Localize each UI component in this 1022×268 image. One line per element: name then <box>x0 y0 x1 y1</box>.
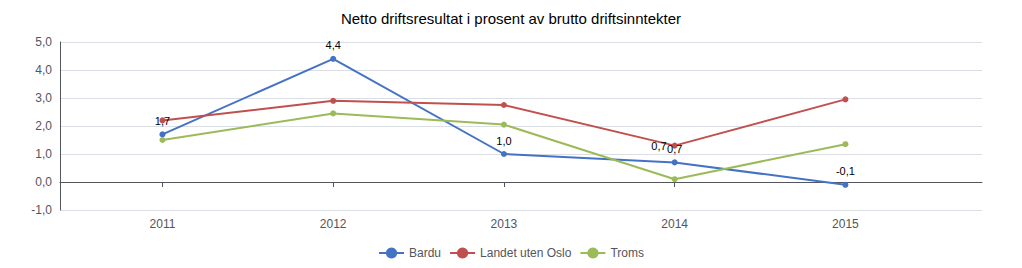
svg-text:2015: 2015 <box>832 217 859 231</box>
svg-text:0,0: 0,0 <box>35 175 52 189</box>
svg-text:Bardu: Bardu <box>409 246 441 260</box>
svg-text:-1,0: -1,0 <box>31 203 52 217</box>
svg-text:3,0: 3,0 <box>35 91 52 105</box>
svg-text:-0,1: -0,1 <box>836 165 855 177</box>
svg-text:0,7: 0,7 <box>651 140 666 152</box>
svg-text:2,0: 2,0 <box>35 119 52 133</box>
svg-text:4,0: 4,0 <box>35 63 52 77</box>
svg-text:Landet uten Oslo: Landet uten Oslo <box>480 246 572 260</box>
svg-text:2012: 2012 <box>320 217 347 231</box>
svg-text:1,0: 1,0 <box>496 135 511 147</box>
svg-text:4,4: 4,4 <box>326 39 341 51</box>
svg-text:0,7: 0,7 <box>667 143 682 155</box>
svg-text:2014: 2014 <box>661 217 688 231</box>
svg-text:Netto driftsresultat i prosent: Netto driftsresultat i prosent av brutto… <box>341 10 681 27</box>
svg-text:1,7: 1,7 <box>155 115 170 127</box>
svg-text:5,0: 5,0 <box>35 35 52 49</box>
svg-text:1,0: 1,0 <box>35 147 52 161</box>
svg-text:Troms: Troms <box>610 246 644 260</box>
svg-text:2013: 2013 <box>491 217 518 231</box>
svg-text:2011: 2011 <box>150 217 176 231</box>
